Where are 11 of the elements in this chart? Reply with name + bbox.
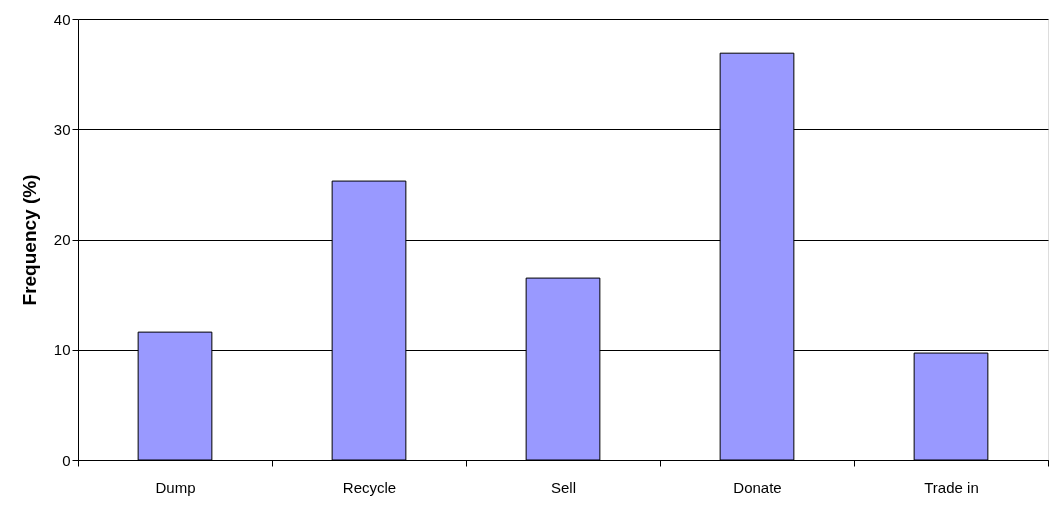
x-tick-label: Donate — [733, 478, 782, 496]
y-tick-label: 40 — [53, 10, 71, 28]
x-tick-label: Sell — [550, 478, 577, 496]
y-tick-label: 10 — [53, 341, 71, 359]
y-tick-label: 20 — [53, 231, 71, 248]
x-tick-label: Dump — [155, 478, 196, 496]
x-tick-label: Trade in — [924, 478, 979, 496]
y-tick-label: 0 — [62, 451, 71, 469]
x-tick-label: Recycle — [342, 478, 397, 496]
y-axis-title: Frequency (%) — [18, 174, 40, 306]
y-tick-label: 30 — [53, 120, 71, 138]
